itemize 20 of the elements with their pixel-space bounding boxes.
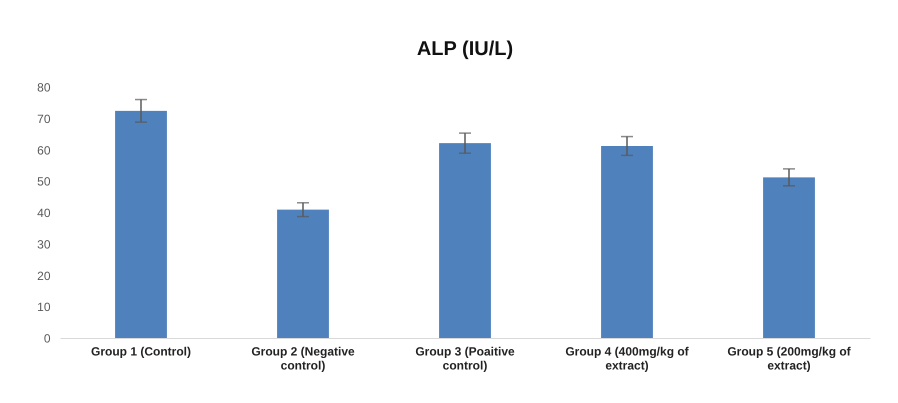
chart-title: ALP (IU/L) xyxy=(416,38,514,60)
x-tick-label: Group 4 (400mg/kg of extract) xyxy=(565,344,690,372)
y-tick-label: 0 xyxy=(44,332,51,346)
x-tick-label: Group 5 (200mg/kg of extract) xyxy=(727,344,852,372)
y-tick-label: 20 xyxy=(37,268,51,283)
y-tick-label: 70 xyxy=(37,112,51,126)
y-tick-label: 30 xyxy=(37,237,51,252)
x-tick-label: Group 2 (Negative control) xyxy=(251,344,355,372)
y-tick-label: 10 xyxy=(37,300,51,314)
bar xyxy=(115,110,167,338)
y-tick-label: 80 xyxy=(37,80,51,94)
y-tick-label: 60 xyxy=(37,143,51,158)
x-tick-label: Group 3 (Poaitive control) xyxy=(415,344,515,372)
bar xyxy=(601,146,653,338)
bar xyxy=(277,210,329,338)
bar xyxy=(763,177,815,338)
x-tick-label: Group 1 (Control) xyxy=(91,344,191,358)
y-tick-label: 40 xyxy=(37,206,51,220)
bar xyxy=(439,143,491,338)
y-tick-label: 50 xyxy=(37,174,51,189)
